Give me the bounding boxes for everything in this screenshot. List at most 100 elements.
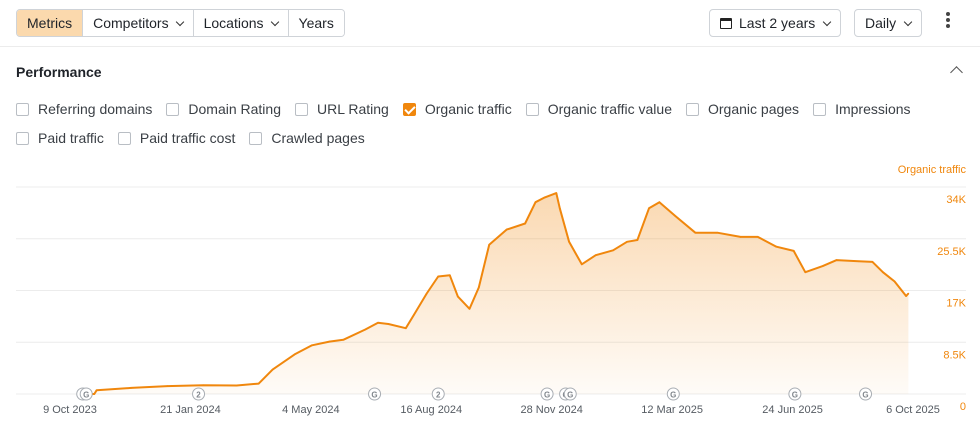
checkbox-organic-traffic-value[interactable]: Organic traffic value	[525, 101, 672, 117]
checkbox-url-rating[interactable]: URL Rating	[295, 101, 389, 117]
checkbox-box[interactable]	[16, 131, 29, 145]
checkbox-crawled-pages[interactable]: Crawled pages	[249, 130, 365, 146]
data-point	[905, 295, 907, 297]
checkbox-label: Crawled pages	[271, 130, 365, 146]
annotation-label: 2	[196, 391, 201, 400]
data-point	[792, 250, 795, 252]
data-point	[716, 231, 719, 234]
data-point	[594, 254, 597, 256]
data-point	[130, 387, 133, 389]
data-point	[857, 260, 860, 263]
x-tick-label: 24 Jun 2025	[762, 404, 823, 416]
checkbox-label: Domain Rating	[188, 101, 281, 117]
checkbox-box[interactable]	[813, 102, 827, 116]
data-point	[757, 236, 759, 238]
annotation-marker[interactable]: G	[79, 387, 93, 401]
annotation-label: G	[567, 391, 573, 400]
view-tabs: Metrics Competitors Locations Years	[16, 9, 345, 37]
data-point	[235, 384, 238, 387]
data-point	[457, 295, 459, 298]
annotation-marker[interactable]: G	[563, 387, 577, 401]
toolbar: Metrics Competitors Locations Years Last…	[0, 0, 980, 47]
checkbox-label: URL Rating	[317, 101, 389, 117]
checkbox-box[interactable]	[166, 102, 180, 116]
annotation-marker[interactable]: G	[859, 387, 873, 401]
x-tick-label: 4 May 2024	[282, 404, 339, 416]
data-point	[674, 215, 677, 217]
data-point	[413, 314, 415, 316]
annotation-marker[interactable]: G	[666, 387, 680, 401]
tab-years-label: Years	[298, 15, 334, 31]
data-point	[166, 385, 169, 387]
more-options-icon[interactable]	[945, 12, 951, 32]
checkbox-paid-traffic-cost[interactable]: Paid traffic cost	[117, 130, 236, 146]
data-point	[648, 207, 650, 210]
data-point	[893, 280, 896, 283]
checkbox-label: Organic pages	[708, 101, 800, 117]
checkbox-referring-domains[interactable]: Referring domains	[16, 101, 152, 117]
annotation-marker[interactable]: G	[788, 387, 802, 401]
checkbox-organic-pages[interactable]: Organic pages	[686, 101, 799, 117]
metric-checkbox-row-1: Referring domains Domain Rating URL Rati…	[16, 101, 925, 117]
metric-checkbox-row-2: Paid traffic Paid traffic cost Crawled p…	[16, 130, 379, 146]
data-point	[342, 339, 345, 341]
data-point	[739, 236, 742, 238]
annotation-marker[interactable]: G	[540, 387, 554, 401]
checkbox-box-checked[interactable]	[402, 102, 416, 116]
annotation-marker[interactable]: 2	[431, 387, 445, 401]
date-range-button[interactable]: Last 2 years	[709, 9, 842, 37]
checkbox-box[interactable]	[16, 102, 29, 116]
data-point	[271, 368, 274, 371]
data-point	[387, 323, 390, 325]
data-point	[449, 274, 451, 277]
checkbox-label: Referring domains	[38, 101, 153, 117]
checkbox-domain-rating[interactable]: Domain Rating	[166, 101, 281, 117]
data-point	[405, 327, 407, 330]
checkbox-paid-traffic[interactable]: Paid traffic	[16, 130, 104, 146]
x-tick-label: 9 Oct 2023	[43, 404, 97, 416]
checkbox-organic-traffic[interactable]: Organic traffic	[402, 101, 512, 117]
checkbox-box[interactable]	[249, 131, 263, 145]
tab-years[interactable]: Years	[288, 10, 344, 36]
data-point	[775, 245, 778, 248]
checkbox-box[interactable]	[295, 102, 308, 116]
annotation-label: G	[544, 391, 550, 400]
tab-competitors-label: Competitors	[93, 15, 169, 31]
annotation-marker[interactable]: 2	[192, 387, 206, 401]
x-tick-label: 28 Nov 2024	[521, 404, 583, 416]
tab-metrics[interactable]: Metrics	[17, 10, 84, 36]
annotation-marker[interactable]: G	[368, 387, 382, 401]
checkbox-label: Impressions	[835, 101, 911, 117]
data-point	[821, 265, 824, 267]
tab-competitors[interactable]: Competitors	[83, 10, 194, 36]
calendar-icon	[720, 17, 732, 29]
checkbox-box[interactable]	[686, 102, 699, 116]
data-point	[257, 382, 260, 385]
tab-locations-label: Locations	[203, 15, 264, 31]
series-area	[79, 193, 909, 394]
data-point	[544, 196, 546, 199]
data-point	[612, 249, 614, 252]
y-tick-label: 17K	[946, 298, 966, 310]
checkbox-box[interactable]	[117, 131, 131, 145]
data-point	[882, 271, 884, 274]
annotation-label: G	[792, 391, 798, 400]
granularity-button[interactable]: Daily	[854, 9, 923, 37]
annotation-label: G	[83, 391, 89, 400]
data-point	[626, 241, 628, 243]
checkbox-label: Paid traffic	[38, 130, 104, 146]
data-point	[328, 340, 331, 343]
checkbox-label: Paid traffic cost	[139, 130, 236, 146]
data-point	[524, 222, 526, 225]
checkbox-box[interactable]	[525, 102, 539, 116]
checkbox-impressions[interactable]: Impressions	[813, 101, 911, 117]
y-tick-label: 0	[960, 401, 966, 413]
data-point	[568, 241, 570, 243]
data-point	[804, 271, 807, 274]
data-point	[377, 322, 379, 324]
y-tick-label: 8.5K	[943, 349, 966, 361]
tab-locations[interactable]: Locations	[193, 10, 289, 36]
x-tick-label: 6 Oct 2025	[886, 404, 940, 416]
data-point	[559, 207, 561, 210]
